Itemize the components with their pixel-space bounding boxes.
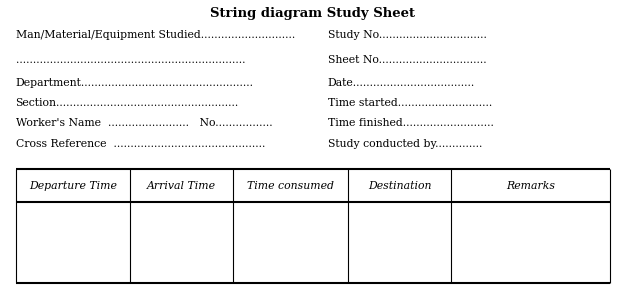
Text: Department...................................................: Department..............................… [16,78,253,88]
Text: Man/Material/Equipment Studied............................: Man/Material/Equipment Studied..........… [16,30,295,40]
Text: Sheet No................................: Sheet No................................ [328,55,486,65]
Text: Remarks: Remarks [506,181,555,191]
Text: Time finished...........................: Time finished........................... [328,118,494,129]
Text: Date....................................: Date.................................... [328,78,475,88]
Text: Time consumed: Time consumed [247,181,334,191]
Text: Time started............................: Time started............................ [328,98,492,108]
Text: String diagram Study Sheet: String diagram Study Sheet [210,7,414,20]
Text: Destination: Destination [368,181,431,191]
Text: Worker's Name  ........................   No.................: Worker's Name ........................ N… [16,118,272,129]
Text: Study No................................: Study No................................ [328,30,487,40]
Text: Section......................................................: Section.................................… [16,98,239,108]
Text: Arrival Time: Arrival Time [147,181,217,191]
Text: ....................................................................: ........................................… [16,55,245,65]
Text: Study conducted by..............: Study conducted by.............. [328,139,482,149]
Text: Departure Time: Departure Time [29,181,117,191]
Text: Cross Reference  .............................................: Cross Reference ........................… [16,139,265,149]
